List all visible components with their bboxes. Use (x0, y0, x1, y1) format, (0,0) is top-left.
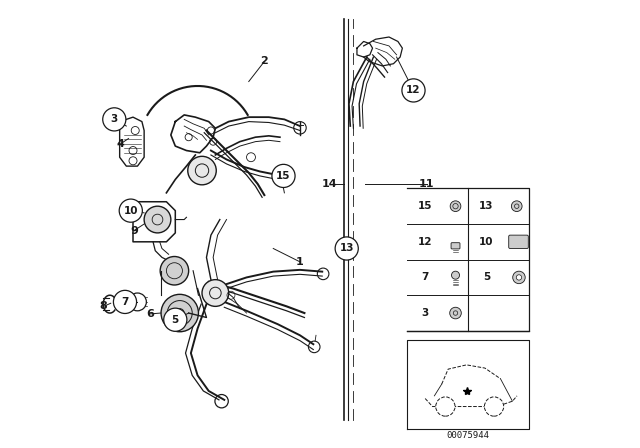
Text: 5: 5 (483, 272, 490, 282)
Text: 3: 3 (422, 308, 429, 318)
Text: 6: 6 (146, 309, 154, 319)
Text: 10: 10 (124, 206, 138, 215)
Circle shape (402, 79, 425, 102)
Text: 14: 14 (322, 179, 338, 189)
Circle shape (103, 108, 126, 131)
Circle shape (516, 275, 522, 280)
Circle shape (451, 271, 460, 279)
Text: 7: 7 (122, 297, 129, 307)
Circle shape (129, 293, 147, 311)
Circle shape (202, 280, 228, 306)
Text: 1: 1 (296, 257, 304, 267)
FancyBboxPatch shape (451, 243, 460, 249)
Circle shape (484, 397, 504, 416)
Text: 13: 13 (479, 201, 493, 211)
Circle shape (513, 271, 525, 284)
FancyBboxPatch shape (509, 235, 528, 249)
Circle shape (450, 201, 461, 211)
Text: 8: 8 (100, 302, 108, 311)
Text: 13: 13 (339, 243, 354, 254)
Text: 7: 7 (422, 272, 429, 282)
Text: 11: 11 (419, 179, 435, 189)
Circle shape (164, 308, 187, 332)
Circle shape (436, 397, 455, 416)
Circle shape (113, 290, 136, 314)
Text: 9: 9 (130, 226, 138, 236)
Text: 15: 15 (418, 201, 433, 211)
Text: 12: 12 (406, 86, 420, 95)
Circle shape (511, 201, 522, 211)
Text: 5: 5 (172, 315, 179, 325)
Text: 10: 10 (479, 237, 493, 247)
Circle shape (188, 156, 216, 185)
Circle shape (450, 307, 461, 319)
Text: 3: 3 (111, 114, 118, 125)
Circle shape (161, 294, 198, 332)
Text: 15: 15 (276, 171, 291, 181)
Circle shape (335, 237, 358, 260)
Circle shape (144, 206, 171, 233)
Circle shape (272, 164, 295, 188)
Text: 00075944: 00075944 (447, 431, 490, 440)
Circle shape (160, 257, 189, 285)
Text: 12: 12 (418, 237, 433, 247)
Circle shape (119, 199, 142, 222)
Text: 2: 2 (260, 56, 268, 66)
Text: 4: 4 (116, 139, 124, 149)
